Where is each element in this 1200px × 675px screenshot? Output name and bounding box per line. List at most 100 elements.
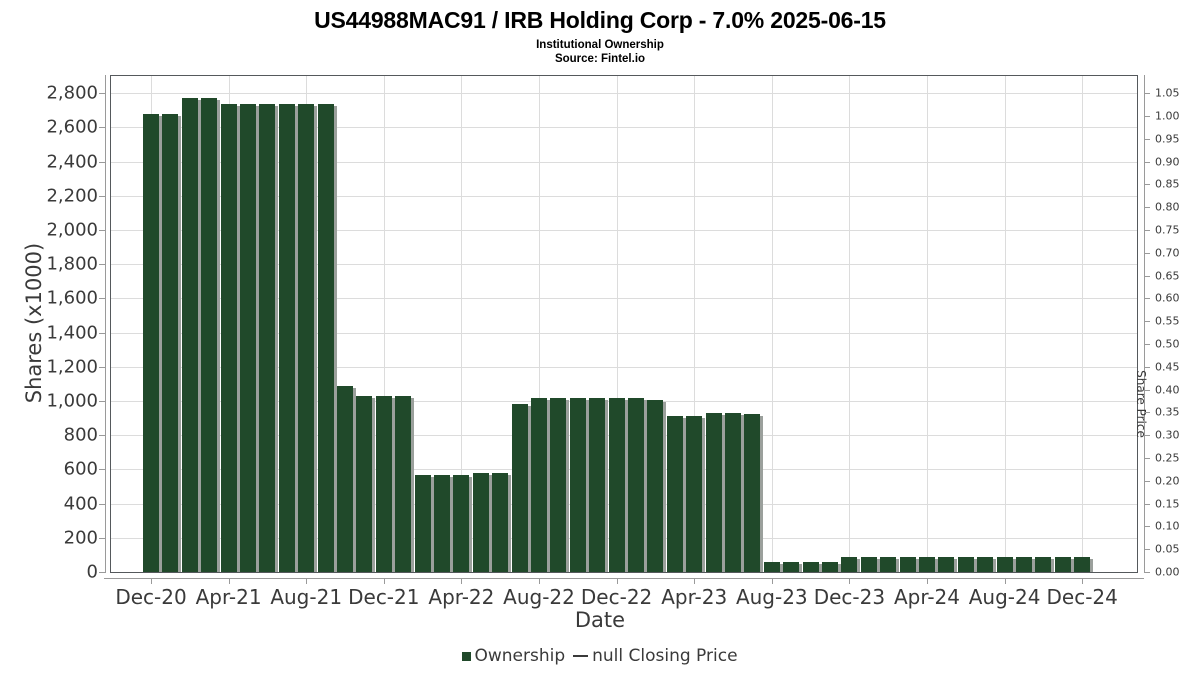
y-tick-mark-right [1144,389,1150,391]
bar-ownership[interactable] [220,104,240,572]
x-tick-mark [927,578,928,584]
bar-ownership[interactable] [608,397,628,572]
bar-ownership[interactable] [977,557,997,572]
y-tick-label-left: 1,600 [46,287,98,309]
bar-ownership[interactable] [880,557,900,572]
plot-area [110,75,1138,573]
gridline-horizontal [111,161,1137,163]
y-tick-mark-right [1144,572,1150,573]
y-tick-label-left: 1,000 [46,390,98,412]
x-tick-label: Dec-23 [813,585,886,609]
bar-ownership[interactable] [938,557,958,572]
bar-ownership[interactable] [259,104,279,572]
bar-ownership[interactable] [1016,557,1035,572]
y-tick-label-left: 2,800 [46,82,98,104]
bar-ownership[interactable] [628,397,647,572]
y-tick-mark-right [1144,366,1150,368]
legend-item-ownership[interactable]: Ownership [462,646,565,666]
bar-ownership[interactable] [822,561,841,572]
y-tick-label-left: 800 [63,424,98,446]
y-tick-mark-left [99,469,106,471]
y-tick-label-right: 0.45 [1155,360,1180,374]
bar-ownership[interactable] [317,104,337,572]
bar-ownership[interactable] [395,395,415,572]
y-tick-mark-right [1144,115,1150,117]
bar-ownership[interactable] [181,98,201,572]
y-tick-mark-right [1144,229,1150,231]
bar-ownership[interactable] [666,416,686,572]
gridline-horizontal [111,298,1137,300]
bar-ownership[interactable] [686,416,706,572]
y-tick-label-right: 1.05 [1155,86,1180,100]
y-tick-mark-left [99,264,106,266]
y-tick-mark-right [1144,138,1150,140]
bar-ownership[interactable] [996,557,1016,572]
bar-ownership[interactable] [298,104,318,572]
bar-ownership[interactable] [1074,557,1094,572]
x-tick-mark [849,578,851,584]
bar-ownership[interactable] [434,475,453,572]
y-tick-mark-left [99,400,106,402]
x-tick-mark [1082,578,1084,584]
bar-ownership[interactable] [511,403,531,572]
bar-ownership[interactable] [589,397,609,572]
y-tick-mark-right [1144,321,1150,323]
chart-subtitle: Institutional Ownership [536,39,664,51]
bar-ownership[interactable] [531,397,550,572]
bar-ownership[interactable] [744,413,764,572]
bar-ownership[interactable] [550,397,570,572]
bar-ownership[interactable] [957,557,977,572]
bar-ownership[interactable] [841,556,861,572]
y-tick-mark-left [99,195,106,197]
bar-ownership[interactable] [725,412,744,572]
gridline-horizontal [111,332,1137,334]
bar-ownership[interactable] [569,397,589,572]
bar-ownership[interactable] [414,475,434,572]
bar-ownership[interactable] [802,561,822,572]
bar-ownership[interactable] [492,472,512,572]
gridline-horizontal [111,195,1137,197]
y-tick-mark-left [99,503,106,505]
legend-item-closing-price[interactable]: null Closing Price [565,646,738,666]
bar-ownership[interactable] [783,561,803,572]
y-tick-mark-right [1144,93,1150,95]
bar-ownership[interactable] [337,385,356,572]
y-tick-label-left: 2,200 [46,185,98,207]
x-tick-label: Dec-21 [348,585,420,609]
bar-ownership[interactable] [143,113,162,572]
bar-ownership[interactable] [201,98,221,572]
bar-ownership[interactable] [860,556,880,572]
y-tick-label-right: 0.15 [1155,497,1180,511]
bar-ownership[interactable] [356,395,376,572]
bar-ownership[interactable] [705,412,725,572]
y-tick-mark-left [99,229,106,231]
bar-ownership[interactable] [899,557,919,572]
gridline-vertical [539,76,540,572]
bar-ownership[interactable] [278,104,298,572]
y-tick-label-left: 0 [86,561,98,583]
bar-ownership[interactable] [647,400,667,572]
y-tick-mark-left [99,537,106,539]
bar-ownership[interactable] [375,395,395,572]
y-tick-label-right: 0.75 [1155,223,1180,237]
bar-ownership[interactable] [453,475,473,572]
bar-ownership[interactable] [162,113,182,572]
y-tick-label-left: 1,400 [46,322,98,344]
bar-ownership[interactable] [919,557,938,572]
gridline-horizontal [111,366,1137,368]
bar-ownership[interactable] [1054,557,1074,572]
y-tick-mark-right [1144,412,1150,414]
y-tick-label-right: 0.10 [1155,519,1180,533]
y-tick-mark-right [1144,480,1150,482]
y-tick-mark-right [1144,457,1150,459]
bar-ownership[interactable] [472,472,492,572]
y-tick-label-right: 0.00 [1155,565,1180,579]
bar-ownership[interactable] [240,104,259,572]
bar-ownership[interactable] [1035,557,1055,572]
x-tick-label: Aug-22 [503,585,575,609]
x-tick-label: Dec-24 [1046,585,1118,609]
y-axis-left-line [105,75,106,573]
bar-ownership[interactable] [763,561,783,572]
x-tick-label: Aug-24 [968,585,1041,609]
y-tick-mark-right [1144,503,1150,505]
